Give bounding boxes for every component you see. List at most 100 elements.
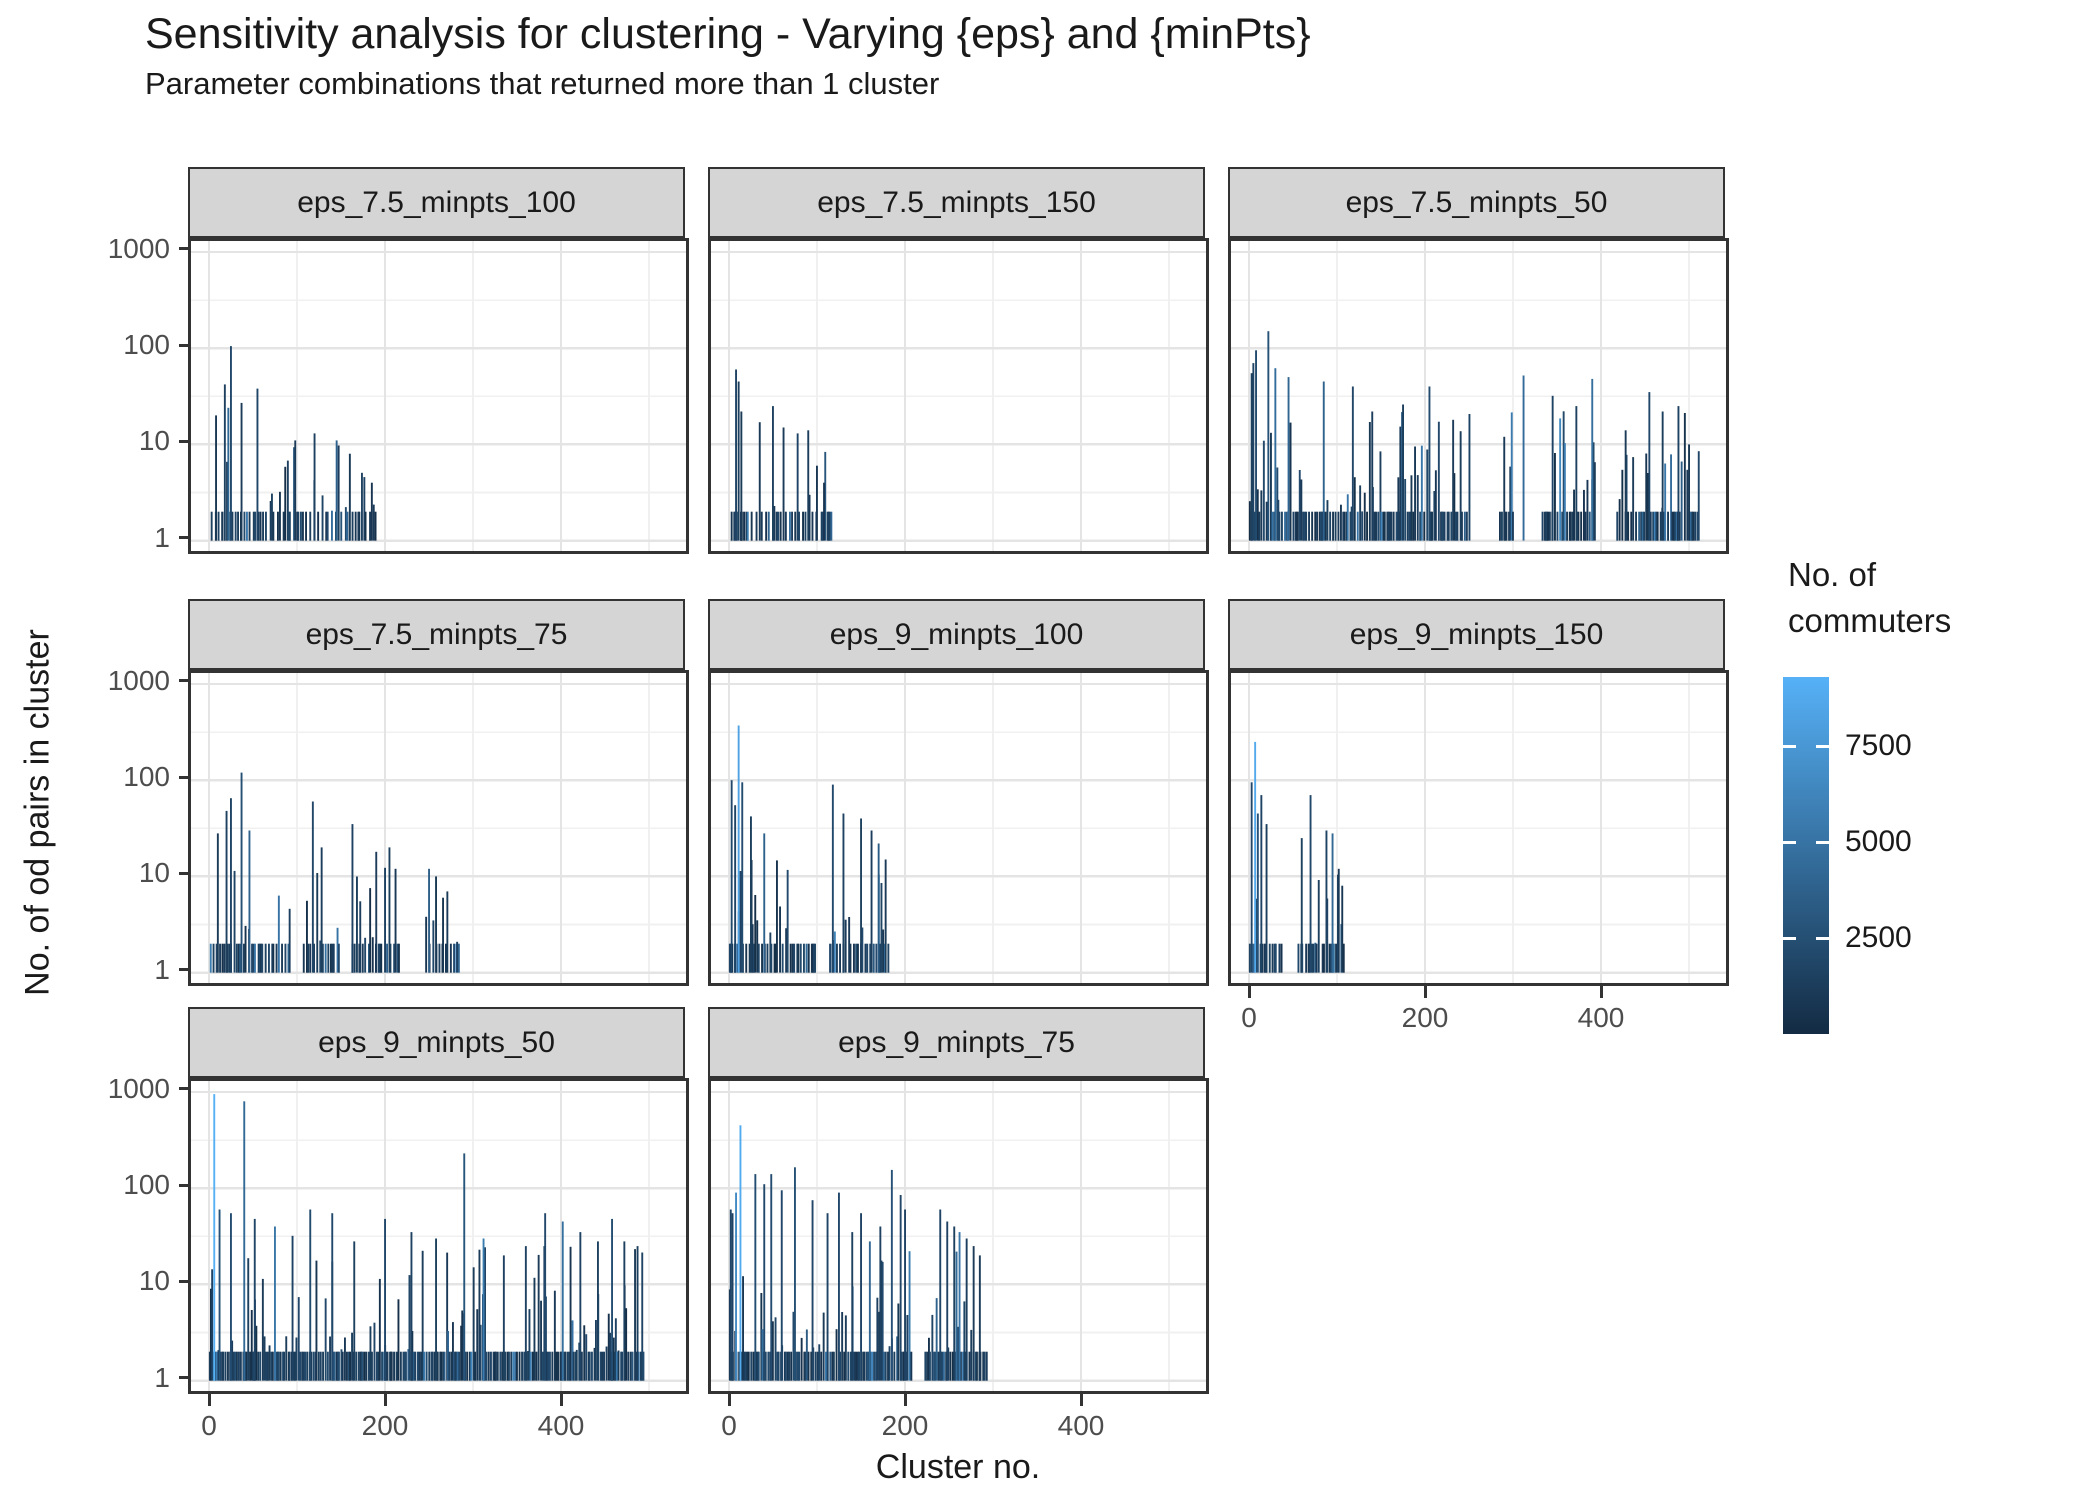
bar <box>561 1221 564 1381</box>
bar <box>288 1351 291 1381</box>
bar <box>433 1351 436 1381</box>
bar <box>739 871 742 973</box>
bar <box>1505 511 1508 541</box>
bar <box>1382 511 1385 541</box>
bar <box>332 943 335 973</box>
bar <box>457 943 460 973</box>
bar <box>595 1320 597 1381</box>
bar <box>1447 511 1450 541</box>
bar <box>953 1226 956 1381</box>
bar <box>440 1351 443 1381</box>
bar <box>421 1250 424 1381</box>
bar <box>1663 511 1666 541</box>
bar <box>1281 511 1283 541</box>
bar <box>789 943 792 973</box>
bar <box>262 511 264 541</box>
facet-strip: eps_9_minpts_150 <box>1228 599 1725 670</box>
bar <box>1501 511 1503 541</box>
bar <box>799 943 802 973</box>
bar <box>1580 511 1583 541</box>
bar <box>359 901 362 973</box>
bar <box>1321 943 1324 973</box>
bar <box>435 876 437 973</box>
bar <box>802 511 804 541</box>
bar <box>512 1351 515 1381</box>
bar <box>640 1351 642 1381</box>
bar <box>1686 469 1689 541</box>
bar <box>1321 511 1324 541</box>
bar <box>1562 411 1565 541</box>
facet-plot <box>191 1081 686 1391</box>
bar <box>811 511 814 541</box>
bar <box>838 1192 840 1381</box>
bar <box>375 1351 378 1381</box>
bar <box>1655 511 1658 541</box>
bar <box>344 1337 346 1381</box>
bar <box>331 510 333 541</box>
legend-tick-mark <box>1816 841 1829 844</box>
bar <box>774 943 777 973</box>
bar <box>631 1351 634 1381</box>
legend-tick-label: 5000 <box>1845 825 1912 858</box>
bar <box>361 943 364 973</box>
bar <box>903 1351 905 1381</box>
bar <box>868 1241 871 1381</box>
bar <box>796 1351 799 1381</box>
bar <box>780 1190 783 1381</box>
bar <box>861 927 864 973</box>
bar <box>775 511 778 541</box>
bar <box>734 805 737 973</box>
bar <box>514 1351 517 1381</box>
bar <box>1618 499 1621 541</box>
bar <box>1331 833 1334 973</box>
bar <box>365 1351 368 1381</box>
bar <box>585 1334 588 1381</box>
bar <box>485 1351 488 1381</box>
bar <box>876 1297 879 1381</box>
legend-tick-mark <box>1783 841 1796 844</box>
bar <box>260 943 262 973</box>
bar <box>418 1351 421 1381</box>
bar <box>297 511 300 541</box>
bar <box>368 943 370 973</box>
bar <box>499 1351 502 1381</box>
bar <box>1340 504 1342 541</box>
bar <box>583 1325 586 1381</box>
bar <box>324 943 327 973</box>
y-tick-mark <box>179 1376 191 1379</box>
bar <box>857 1351 859 1381</box>
bar <box>306 1351 309 1381</box>
bar <box>237 511 239 541</box>
bar <box>960 1351 962 1381</box>
bar <box>972 1246 975 1381</box>
x-tick-mark <box>208 1394 211 1406</box>
bar <box>1545 511 1547 541</box>
bar <box>770 943 773 973</box>
bar <box>730 780 733 973</box>
x-tick-label: 0 <box>721 1410 737 1441</box>
bar <box>879 1226 882 1381</box>
bar <box>1559 418 1562 541</box>
x-tick-label: 200 <box>1401 1002 1449 1033</box>
bar <box>796 943 799 973</box>
x-tick-mark <box>1248 986 1251 998</box>
bar <box>880 1260 883 1381</box>
bar <box>430 1351 433 1381</box>
bar <box>384 1218 386 1381</box>
bar <box>231 511 234 541</box>
bar <box>1689 511 1692 541</box>
bar <box>442 897 444 973</box>
bar <box>346 1351 348 1381</box>
bar <box>357 511 360 541</box>
bar <box>239 1351 242 1381</box>
bar <box>1366 511 1368 541</box>
bar <box>380 943 383 973</box>
bar <box>855 1351 857 1381</box>
legend-title-line1: No. of <box>1788 556 1877 593</box>
bar <box>1638 511 1641 541</box>
bar <box>450 1351 453 1381</box>
bar <box>821 511 824 541</box>
bar <box>752 1351 755 1381</box>
facet-plot <box>191 241 686 551</box>
bar <box>337 943 340 973</box>
